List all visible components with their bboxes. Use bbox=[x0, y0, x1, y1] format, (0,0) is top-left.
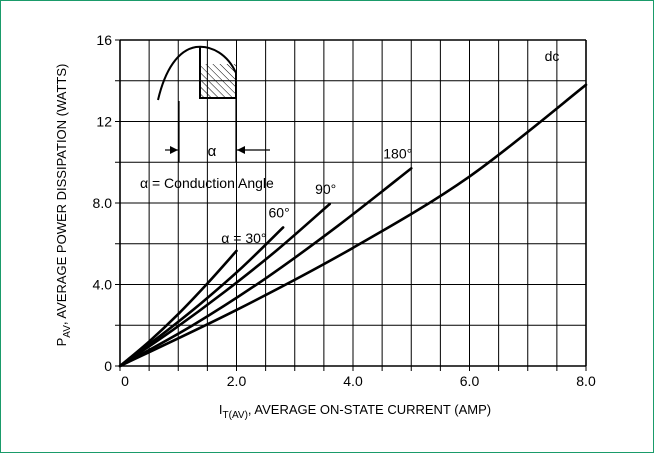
alpha-arrowhead-right bbox=[237, 146, 245, 154]
y-tick-label: 12 bbox=[96, 114, 112, 130]
series-line bbox=[118, 167, 413, 368]
x-label-main: I bbox=[219, 402, 223, 417]
conduction-region-hatch bbox=[200, 64, 236, 98]
series-label: dc bbox=[545, 48, 560, 64]
y-tick-label: 0 bbox=[104, 358, 112, 374]
y-label-rest: , AVERAGE POWER DISSIPATION (WATTS) bbox=[54, 64, 69, 325]
series-line bbox=[118, 83, 588, 368]
series-label: 90° bbox=[315, 181, 336, 197]
waveform-inset: α bbox=[157, 45, 270, 162]
alpha-arrowhead-left bbox=[170, 146, 178, 154]
x-label-sub: T(AV) bbox=[223, 410, 248, 421]
y-tick-label: 8.0 bbox=[93, 195, 113, 211]
series-label: 60° bbox=[269, 204, 290, 220]
series-label: α = 30° bbox=[221, 230, 266, 246]
x-tick-label: 8.0 bbox=[576, 373, 596, 389]
y-label-main: P bbox=[54, 338, 69, 347]
x-tick-label: 6.0 bbox=[460, 373, 480, 389]
conduction-angle-label: α = Conduction Angle bbox=[140, 175, 274, 191]
tick-labels: 0 2.0 4.0 6.0 8.0 0 4.0 8.0 12 16 bbox=[93, 32, 596, 389]
series-line bbox=[118, 226, 285, 368]
series-labels: α = 30°60° 90° 180° dc bbox=[221, 48, 559, 246]
grid bbox=[115, 39, 587, 371]
sine-half-wave bbox=[157, 45, 237, 101]
series-line bbox=[118, 202, 331, 368]
x-axis-label: IT(AV), AVERAGE ON-STATE CURRENT (AMP) bbox=[219, 402, 491, 421]
curves bbox=[118, 83, 588, 368]
y-tick-label: 4.0 bbox=[93, 277, 113, 293]
alpha-symbol: α bbox=[208, 143, 217, 160]
y-axis-label: PAV, AVERAGE POWER DISSIPATION (WATTS) bbox=[54, 64, 73, 347]
series-label: 180° bbox=[383, 145, 412, 161]
x-tick-label: 4.0 bbox=[343, 373, 363, 389]
series-line bbox=[118, 249, 238, 368]
x-tick-label: 2.0 bbox=[227, 373, 247, 389]
x-tick-label: 0 bbox=[121, 373, 129, 389]
y-tick-label: 16 bbox=[96, 32, 112, 48]
y-label-sub: AV bbox=[62, 325, 73, 338]
x-label-rest: , AVERAGE ON-STATE CURRENT (AMP) bbox=[248, 402, 491, 417]
